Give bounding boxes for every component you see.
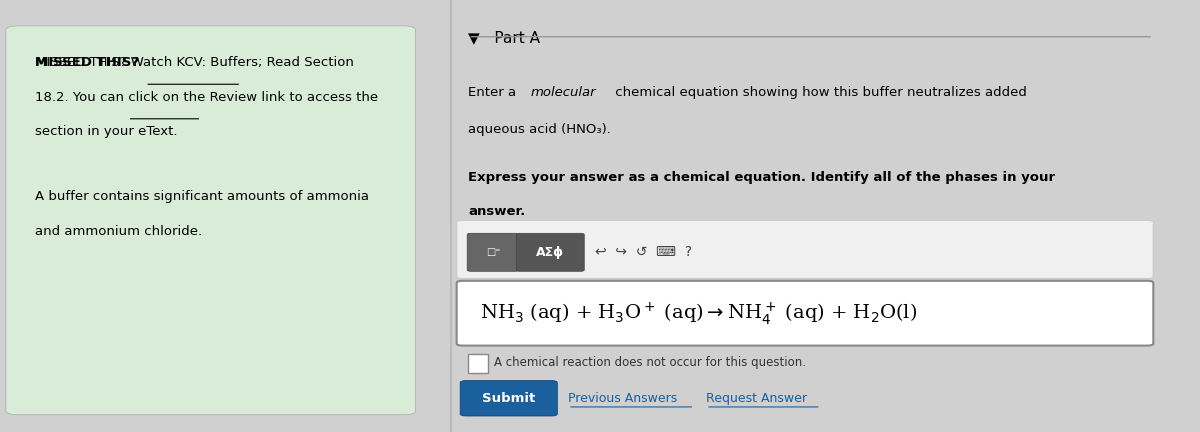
Text: Submit: Submit: [481, 392, 535, 405]
Text: chemical equation showing how this buffer neutralizes added: chemical equation showing how this buffe…: [611, 86, 1027, 99]
Text: and ammonium chloride.: and ammonium chloride.: [35, 225, 203, 238]
Text: AΣϕ: AΣϕ: [536, 246, 564, 259]
Text: A buffer contains significant amounts of ammonia: A buffer contains significant amounts of…: [35, 190, 370, 203]
Text: NH$_3$ (aq) + H$_3$O$^+$ (aq)$\rightarrow$NH$_4^+$ (aq) + H$_2$O(l): NH$_3$ (aq) + H$_3$O$^+$ (aq)$\rightarro…: [480, 300, 917, 327]
Text: MISSED THIS?: MISSED THIS?: [35, 56, 139, 69]
Text: answer.: answer.: [468, 205, 526, 218]
Text: Previous Answers: Previous Answers: [568, 392, 677, 405]
Text: Request Answer: Request Answer: [706, 392, 808, 405]
FancyBboxPatch shape: [460, 381, 557, 416]
FancyBboxPatch shape: [516, 233, 584, 271]
Text: molecular: molecular: [530, 86, 596, 99]
Text: A chemical reaction does not occur for this question.: A chemical reaction does not occur for t…: [494, 356, 806, 369]
Text: □⁼: □⁼: [486, 247, 500, 257]
Text: MISSED THIS? Watch KCV: Buffers; Read Section: MISSED THIS? Watch KCV: Buffers; Read Se…: [35, 56, 354, 69]
Text: Express your answer as a chemical equation. Identify all of the phases in your: Express your answer as a chemical equati…: [468, 171, 1056, 184]
Text: 18.2. You can click on the Review link to access the: 18.2. You can click on the Review link t…: [35, 91, 378, 104]
FancyBboxPatch shape: [457, 281, 1153, 346]
FancyBboxPatch shape: [457, 220, 1153, 279]
FancyBboxPatch shape: [6, 26, 415, 415]
FancyBboxPatch shape: [467, 233, 518, 271]
Text: aqueous acid (HNO₃).: aqueous acid (HNO₃).: [468, 123, 611, 136]
Text: ↩  ↪  ↺  ⌨  ?: ↩ ↪ ↺ ⌨ ?: [595, 245, 692, 259]
Text: Enter a: Enter a: [468, 86, 521, 99]
FancyBboxPatch shape: [468, 354, 488, 373]
Text: section in your eText.: section in your eText.: [35, 125, 178, 138]
Text: ▼   Part A: ▼ Part A: [468, 30, 540, 45]
